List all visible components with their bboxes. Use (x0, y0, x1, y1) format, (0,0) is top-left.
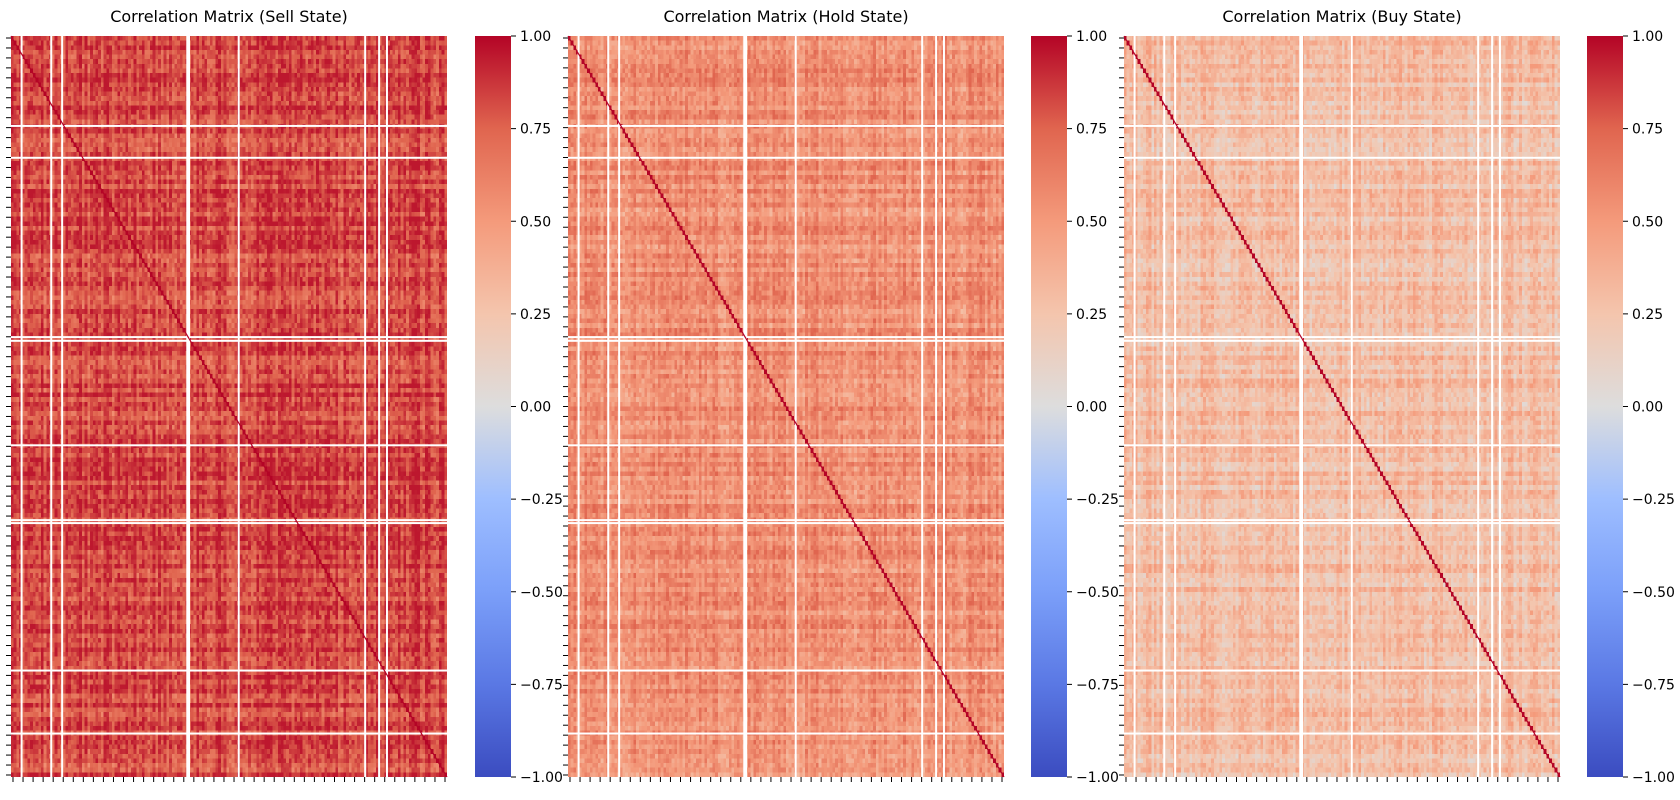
colorbar-tick-label: −1.00 (1632, 770, 1675, 786)
colorbar-gradient (1587, 36, 1623, 777)
colorbar-tick-label: 0.25 (1632, 307, 1663, 323)
gap-col-2 (1163, 36, 1166, 777)
gap-col-6 (794, 36, 797, 777)
heatmap-panel-3: Correlation Matrix (Buy State) 1.00 0.75 0.… (1119, 7, 1675, 786)
gap-row-7 (1124, 522, 1560, 525)
gap-row-2 (11, 156, 447, 159)
colorbar: 1.00 0.75 0.50 0.25 0.00 −0.25 −0.50 −0.75 −1.00 (1031, 29, 1119, 786)
colorbar-tick-label: 1.00 (1076, 29, 1107, 45)
gap-col-3 (61, 36, 64, 777)
colorbar-tick-label: −0.50 (1632, 585, 1675, 601)
gap-row-1 (11, 124, 447, 127)
colorbar-tick-label: 0.25 (520, 307, 551, 323)
gap-row-5 (11, 444, 447, 447)
chart-title: Correlation Matrix (Hold State) (663, 7, 908, 26)
gap-col-2 (607, 36, 610, 777)
gap-col-3 (1174, 36, 1177, 777)
gap-row-1 (568, 124, 1004, 127)
colorbar-gradient (475, 36, 511, 777)
gap-col-1 (20, 36, 23, 777)
gap-col-5 (188, 36, 191, 777)
chart-title: Correlation Matrix (Buy State) (1222, 7, 1461, 26)
gap-col-6 (1350, 36, 1353, 777)
colorbar-tick-label: 0.50 (1076, 214, 1107, 230)
gap-col-9 (1498, 36, 1501, 777)
gap-col-7 (1477, 36, 1480, 777)
colorbar-tick-label: 0.00 (1632, 400, 1663, 416)
gap-row-4 (11, 339, 447, 342)
colorbar-tick-label: 0.50 (1632, 214, 1663, 230)
gap-row-6 (568, 519, 1004, 522)
heatmap-panel-2: Correlation Matrix (Hold State) 1.00 0.75 0… (563, 7, 1119, 786)
gap-col-8 (378, 36, 381, 777)
colorbar-tick-label: −0.50 (1076, 585, 1119, 601)
gap-row-7 (568, 522, 1004, 525)
colorbar: 1.00 0.75 0.50 0.25 0.00 −0.25 −0.50 −0.75 −1.00 (1587, 29, 1675, 786)
diagonal-line (567, 35, 1005, 778)
colorbar-tick-label: 0.75 (1076, 122, 1107, 138)
gap-row-4 (568, 339, 1004, 342)
colorbar-tick-label: 0.75 (1632, 122, 1663, 138)
gap-row-9 (1124, 732, 1560, 735)
gap-row-6 (1124, 519, 1560, 522)
gap-row-8 (568, 669, 1004, 672)
gap-col-8 (935, 36, 938, 777)
gap-col-7 (364, 36, 367, 777)
colorbar-tick-label: 1.00 (1632, 29, 1663, 45)
gap-row-8 (11, 669, 447, 672)
gap-col-3 (618, 36, 621, 777)
gap-col-4 (186, 36, 189, 777)
gap-row-3 (568, 336, 1004, 339)
colorbar-tick-label: 0.00 (520, 400, 551, 416)
colorbar-tick-label: 1.00 (520, 29, 551, 45)
gap-row-6 (11, 519, 447, 522)
gap-row-9 (568, 732, 1004, 735)
colorbar-tick-label: 0.00 (1076, 400, 1107, 416)
colorbar-tick-label: −1.00 (520, 770, 563, 786)
gap-row-7 (11, 522, 447, 525)
colorbar-tick-label: 0.75 (520, 122, 551, 138)
gap-col-9 (942, 36, 945, 777)
gap-col-5 (1301, 36, 1304, 777)
colorbar-tick-label: −0.25 (1632, 492, 1675, 508)
colorbar: 1.00 0.75 0.50 0.25 0.00 −0.25 −0.50 −0.75 −1.00 (475, 29, 563, 786)
gap-col-4 (743, 36, 746, 777)
gap-col-4 (1299, 36, 1302, 777)
colorbar-tick-label: −0.25 (1076, 492, 1119, 508)
colorbar-tick-label: −0.75 (520, 677, 563, 693)
chart-title: Correlation Matrix (Sell State) (110, 7, 348, 26)
colorbar-tick-label: −0.75 (1632, 677, 1675, 693)
gap-row-3 (1124, 336, 1560, 339)
gap-row-4 (1124, 339, 1560, 342)
gap-col-6 (237, 36, 240, 777)
gap-row-5 (568, 444, 1004, 447)
colorbar-gradient (1031, 36, 1067, 777)
colorbar-tick-label: −1.00 (1076, 770, 1119, 786)
gap-row-2 (1124, 156, 1560, 159)
gap-col-5 (745, 36, 748, 777)
colorbar-tick-label: −0.50 (520, 585, 563, 601)
gap-col-1 (1133, 36, 1136, 777)
colorbar-tick-label: 0.25 (1076, 307, 1107, 323)
gap-col-8 (1491, 36, 1494, 777)
colorbar-tick-label: −0.75 (1076, 677, 1119, 693)
gap-row-9 (11, 732, 447, 735)
gap-row-8 (1124, 669, 1560, 672)
heatmap-panel-1: Correlation Matrix (Sell State) 1.00 0.75 0… (6, 7, 563, 786)
gap-col-1 (577, 36, 580, 777)
gap-row-1 (1124, 124, 1560, 127)
colorbar-tick-label: 0.50 (520, 214, 551, 230)
gap-col-2 (50, 36, 53, 777)
gap-col-9 (385, 36, 388, 777)
diagonal-line (10, 35, 448, 778)
gap-row-3 (11, 336, 447, 339)
gap-row-2 (568, 156, 1004, 159)
gap-row-5 (1124, 444, 1560, 447)
gap-col-7 (921, 36, 924, 777)
diagonal-line (1123, 35, 1561, 778)
colorbar-tick-label: −0.25 (520, 492, 563, 508)
